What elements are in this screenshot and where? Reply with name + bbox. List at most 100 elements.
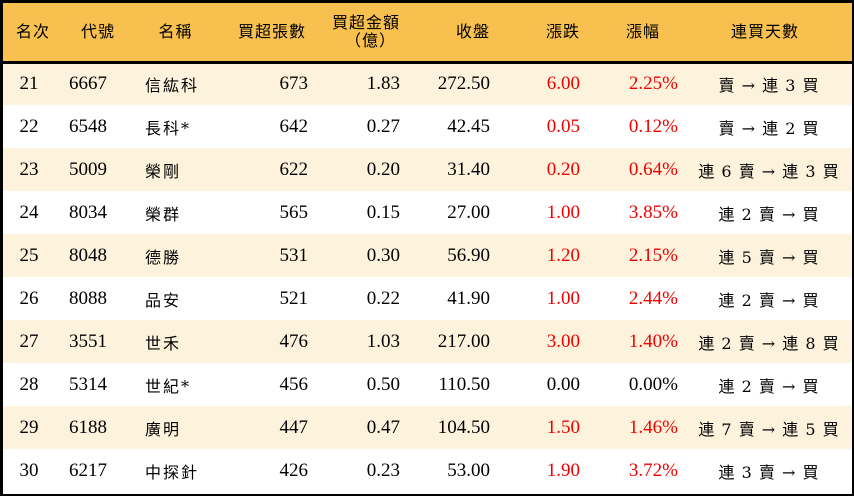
table-row: 28 5314 世紀* 456 0.50 110.50 0.00 0.00% 連 2 賣 → 買 [3,363,852,406]
code-cell: 8034 [69,201,107,223]
header-net-buy-amount-line2: （億） [344,30,396,50]
change-cell: 1.20 [546,244,580,266]
net-buy-amount-cell: 0.30 [366,244,400,266]
change-cell: 0.20 [546,158,580,180]
change-pct-cell: 2.25% [628,73,678,95]
table-body: 21 6667 信紘科 673 1.83 272.50 6.00 2.25% 賣 → 連 3 買… [3,62,852,492]
net-buy-amount-cell: 0.27 [366,115,400,137]
rank-cell: 28 [19,373,39,395]
close-price-cell: 27.00 [447,201,490,223]
change-pct-cell: 3.85% [628,201,678,223]
rank-cell: 21 [19,73,39,95]
net-buy-lots-cell: 673 [279,73,309,95]
name-cell: 榮剛 [145,161,182,181]
header-change-pct: 漲幅 [588,3,678,64]
net-buy-amount-cell: 0.22 [366,287,400,309]
consecutive-days-cell: 賣 → 連 3 買 [718,76,820,96]
name-cell: 長科* [145,118,192,138]
name-cell: 世紀* [145,376,192,396]
rank-cell: 27 [19,330,39,352]
table-row: 27 3551 世禾 476 1.03 217.00 3.00 1.40% 連 2 賣 → 連 … [3,320,852,363]
name-cell: 中探針 [145,462,200,482]
code-cell: 6548 [69,115,107,137]
rank-cell: 30 [19,459,39,481]
table-header-row: 名次 代號 名稱 買超張數 買超金額 （億） 收盤 漲跌 漲幅 連買天數 [3,3,852,64]
header-net-buy-amount-line1: 買超金額 [331,12,400,32]
consecutive-days-cell: 連 2 賣 → 買 [718,204,820,224]
change-cell: 1.50 [546,416,580,438]
table-row: 24 8034 榮群 565 0.15 27.00 1.00 3.85% 連 2 賣 → 買 [3,191,852,234]
change-pct-cell: 0.12% [628,115,678,137]
change-cell: 1.00 [546,201,580,223]
net-buy-ranking-table: 名次 代號 名稱 買超張數 買超金額 （億） 收盤 漲跌 漲幅 連買天數 21 6… [3,3,852,492]
table-row: 25 8048 德勝 531 0.30 56.90 1.20 2.15% 連 5 賣 → 買 [3,234,852,277]
net-buy-lots-cell: 447 [279,416,309,438]
rank-cell: 22 [19,115,39,137]
consecutive-days-cell: 連 2 賣 → 買 [718,290,820,310]
header-code: 代號 [63,3,133,64]
close-price-cell: 110.50 [438,373,490,395]
close-price-cell: 31.40 [447,158,490,180]
header-rank: 名次 [3,3,63,64]
change-pct-cell: 0.64% [628,158,678,180]
net-buy-amount-cell: 1.83 [366,73,400,95]
net-buy-lots-cell: 622 [279,158,309,180]
consecutive-days-cell: 連 2 賣 → 買 [718,376,820,396]
close-price-cell: 217.00 [437,330,490,352]
rank-cell: 25 [19,244,39,266]
consecutive-days-cell: 連 7 賣 → 連 5 買 [698,419,840,439]
close-price-cell: 41.90 [447,287,490,309]
change-cell: 1.90 [546,459,580,481]
net-buy-amount-cell: 0.15 [366,201,400,223]
name-cell: 廣明 [145,419,182,439]
code-cell: 6217 [69,459,107,481]
code-cell: 3551 [69,330,107,352]
code-cell: 6667 [69,73,107,95]
net-buy-lots-cell: 531 [279,244,309,266]
change-cell: 0.05 [546,115,580,137]
consecutive-days-cell: 連 3 賣 → 買 [718,462,820,482]
net-buy-amount-cell: 0.50 [366,373,400,395]
net-buy-amount-cell: 0.23 [366,459,400,481]
rank-cell: 26 [19,287,39,309]
name-cell: 世禾 [145,333,182,353]
table-row: 26 8088 品安 521 0.22 41.90 1.00 2.44% 連 2 賣 → 買 [3,277,852,320]
consecutive-days-cell: 連 5 賣 → 買 [718,247,820,267]
net-buy-amount-cell: 1.03 [366,330,400,352]
header-name: 名稱 [133,3,218,64]
close-price-cell: 53.00 [447,459,490,481]
name-cell: 德勝 [145,247,182,267]
close-price-cell: 42.45 [447,115,490,137]
close-price-cell: 56.90 [447,244,490,266]
change-cell: 1.00 [546,287,580,309]
table-row: 22 6548 長科* 642 0.27 42.45 0.05 0.12% 賣 → 連 2 買 [3,105,852,148]
header-net-buy-amount: 買超金額 （億） [308,3,408,64]
net-buy-lots-cell: 642 [279,115,309,137]
change-cell: 3.00 [546,330,580,352]
table-row: 23 5009 榮剛 622 0.20 31.40 0.20 0.64% 連 6 賣 → 連 3… [3,148,852,191]
table-row: 30 6217 中探針 426 0.23 53.00 1.90 3.72% 連 3 賣 → 買 [3,449,852,492]
table-row: 21 6667 信紘科 673 1.83 272.50 6.00 2.25% 賣 → 連 3 買 [3,62,852,105]
code-cell: 5009 [69,158,107,180]
consecutive-days-cell: 賣 → 連 2 買 [718,118,820,138]
consecutive-days-cell: 連 2 賣 → 連 8 買 [698,333,840,353]
close-price-cell: 272.50 [437,73,490,95]
consecutive-days-cell: 連 6 賣 → 連 3 買 [698,161,840,181]
code-cell: 8088 [69,287,107,309]
table-row: 29 6188 廣明 447 0.47 104.50 1.50 1.46% 連 7 賣 → 連 … [3,406,852,449]
code-cell: 6188 [69,416,107,438]
net-buy-lots-cell: 476 [279,330,309,352]
header-net-buy-lots: 買超張數 [218,3,308,64]
name-cell: 品安 [145,290,182,310]
name-cell: 信紘科 [145,76,200,96]
header-change: 漲跌 [498,3,588,64]
net-buy-lots-cell: 456 [279,373,309,395]
change-pct-cell: 1.40% [628,330,678,352]
change-pct-cell: 2.15% [628,244,678,266]
code-cell: 8048 [69,244,107,266]
header-consecutive-days: 連買天數 [678,3,852,64]
net-buy-lots-cell: 565 [279,201,309,223]
net-buy-amount-cell: 0.47 [366,416,400,438]
rank-cell: 29 [19,416,39,438]
